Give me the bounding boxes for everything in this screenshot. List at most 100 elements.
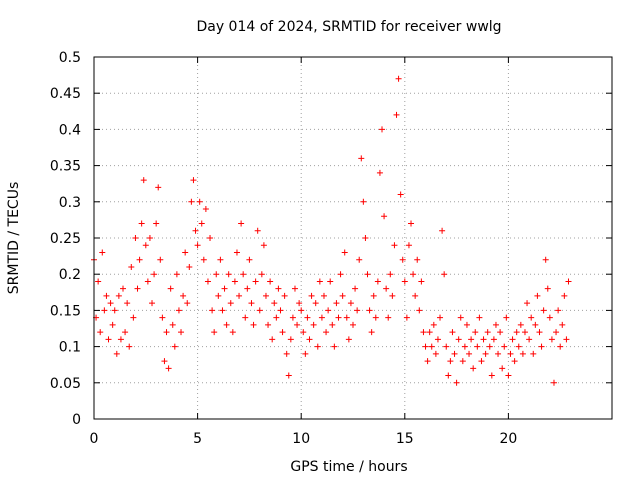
data-point <box>511 358 518 365</box>
y-tick-label: 0.4 <box>59 122 81 138</box>
data-point <box>472 329 479 336</box>
data-point <box>159 314 166 321</box>
data-point <box>227 300 234 307</box>
data-point <box>393 111 400 118</box>
data-point <box>368 329 375 336</box>
data-point <box>339 292 346 299</box>
data-point <box>432 350 439 357</box>
data-point <box>273 314 280 321</box>
data-point <box>366 307 373 314</box>
data-point <box>530 350 537 357</box>
data-point <box>246 256 253 263</box>
data-point <box>186 263 193 270</box>
data-point <box>352 285 359 292</box>
x-tick-label: 10 <box>292 431 310 447</box>
data-point <box>474 343 481 350</box>
data-point <box>252 278 259 285</box>
data-point <box>153 220 160 227</box>
data-point <box>376 169 383 176</box>
data-point <box>144 278 151 285</box>
data-point <box>451 350 458 357</box>
data-point <box>507 350 514 357</box>
data-point <box>557 343 564 350</box>
data-point <box>271 300 278 307</box>
data-point <box>484 329 491 336</box>
data-point <box>209 307 216 314</box>
data-point <box>374 278 381 285</box>
data-point <box>188 198 195 205</box>
data-point <box>289 314 296 321</box>
data-point <box>422 343 429 350</box>
data-point <box>528 314 535 321</box>
data-point <box>329 321 336 328</box>
data-point <box>277 307 284 314</box>
data-point <box>254 227 261 234</box>
data-point <box>314 343 321 350</box>
y-tick-label: 0.5 <box>59 50 81 66</box>
data-point <box>107 300 114 307</box>
data-point <box>490 336 497 343</box>
data-point <box>515 343 522 350</box>
data-point <box>231 278 238 285</box>
data-point <box>426 329 433 336</box>
data-point <box>101 307 108 314</box>
data-point <box>134 285 141 292</box>
data-point <box>192 227 199 234</box>
data-point <box>364 271 371 278</box>
data-point <box>395 75 402 82</box>
data-point <box>146 235 153 241</box>
data-point <box>536 329 543 336</box>
data-point <box>250 321 257 328</box>
data-point <box>318 314 325 321</box>
data-point <box>320 292 327 299</box>
data-point <box>463 321 470 328</box>
data-point <box>196 198 203 205</box>
data-point <box>124 300 131 307</box>
x-tick-labels: 0 5 10 15 20 <box>90 431 518 447</box>
y-tick-label: 0.45 <box>50 86 81 102</box>
data-point <box>563 336 570 343</box>
x-tick-label: 5 <box>193 431 202 447</box>
data-point <box>383 285 390 292</box>
data-point <box>542 256 549 263</box>
data-point <box>501 343 508 350</box>
data-point <box>389 292 396 299</box>
data-point <box>532 321 539 328</box>
data-point <box>298 307 305 314</box>
data-point <box>370 292 377 299</box>
data-point <box>202 206 209 213</box>
data-point <box>167 285 174 292</box>
data-point <box>279 329 286 336</box>
data-point <box>113 350 120 357</box>
data-point <box>521 329 528 336</box>
data-point <box>565 278 572 285</box>
data-point <box>335 314 342 321</box>
data-point <box>180 292 187 299</box>
data-point <box>455 336 462 343</box>
data-point <box>546 314 553 321</box>
data-point <box>457 314 464 321</box>
data-point <box>437 314 444 321</box>
data-point <box>391 242 398 249</box>
data-point <box>381 213 388 220</box>
data-point <box>443 343 450 350</box>
data-point <box>283 350 290 357</box>
data-point <box>428 343 435 350</box>
data-point <box>265 321 272 328</box>
data-point <box>430 321 437 328</box>
data-point <box>412 292 419 299</box>
data-point <box>323 329 330 336</box>
data-point <box>360 198 367 205</box>
data-point <box>312 300 319 307</box>
data-point <box>434 336 441 343</box>
y-tick-label: 0.15 <box>50 303 81 319</box>
data-point <box>223 321 230 328</box>
data-point <box>258 271 265 278</box>
data-point <box>306 336 313 343</box>
data-point <box>242 314 249 321</box>
data-point <box>316 278 323 285</box>
x-tick-label: 20 <box>499 431 517 447</box>
data-point <box>470 365 477 372</box>
data-point <box>488 372 495 379</box>
data-point <box>497 329 504 336</box>
